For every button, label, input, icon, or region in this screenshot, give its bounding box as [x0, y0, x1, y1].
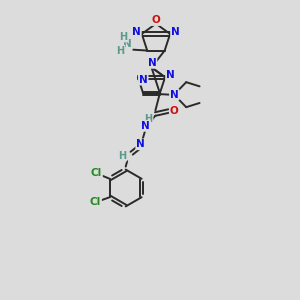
Text: H: H: [119, 32, 128, 42]
Text: N: N: [148, 58, 157, 68]
Text: N: N: [139, 75, 148, 85]
Text: N: N: [141, 121, 150, 131]
Text: N: N: [132, 28, 141, 38]
Text: N: N: [171, 28, 180, 38]
Text: N: N: [170, 90, 179, 100]
Text: O: O: [170, 106, 178, 116]
Text: Cl: Cl: [90, 197, 101, 207]
Text: H: H: [116, 46, 124, 56]
Text: N: N: [166, 70, 175, 80]
Text: H: H: [145, 114, 153, 124]
Text: N: N: [136, 139, 145, 149]
Text: H: H: [118, 151, 126, 161]
Text: O: O: [152, 15, 160, 25]
Text: N: N: [123, 39, 132, 49]
Text: Cl: Cl: [91, 168, 102, 178]
